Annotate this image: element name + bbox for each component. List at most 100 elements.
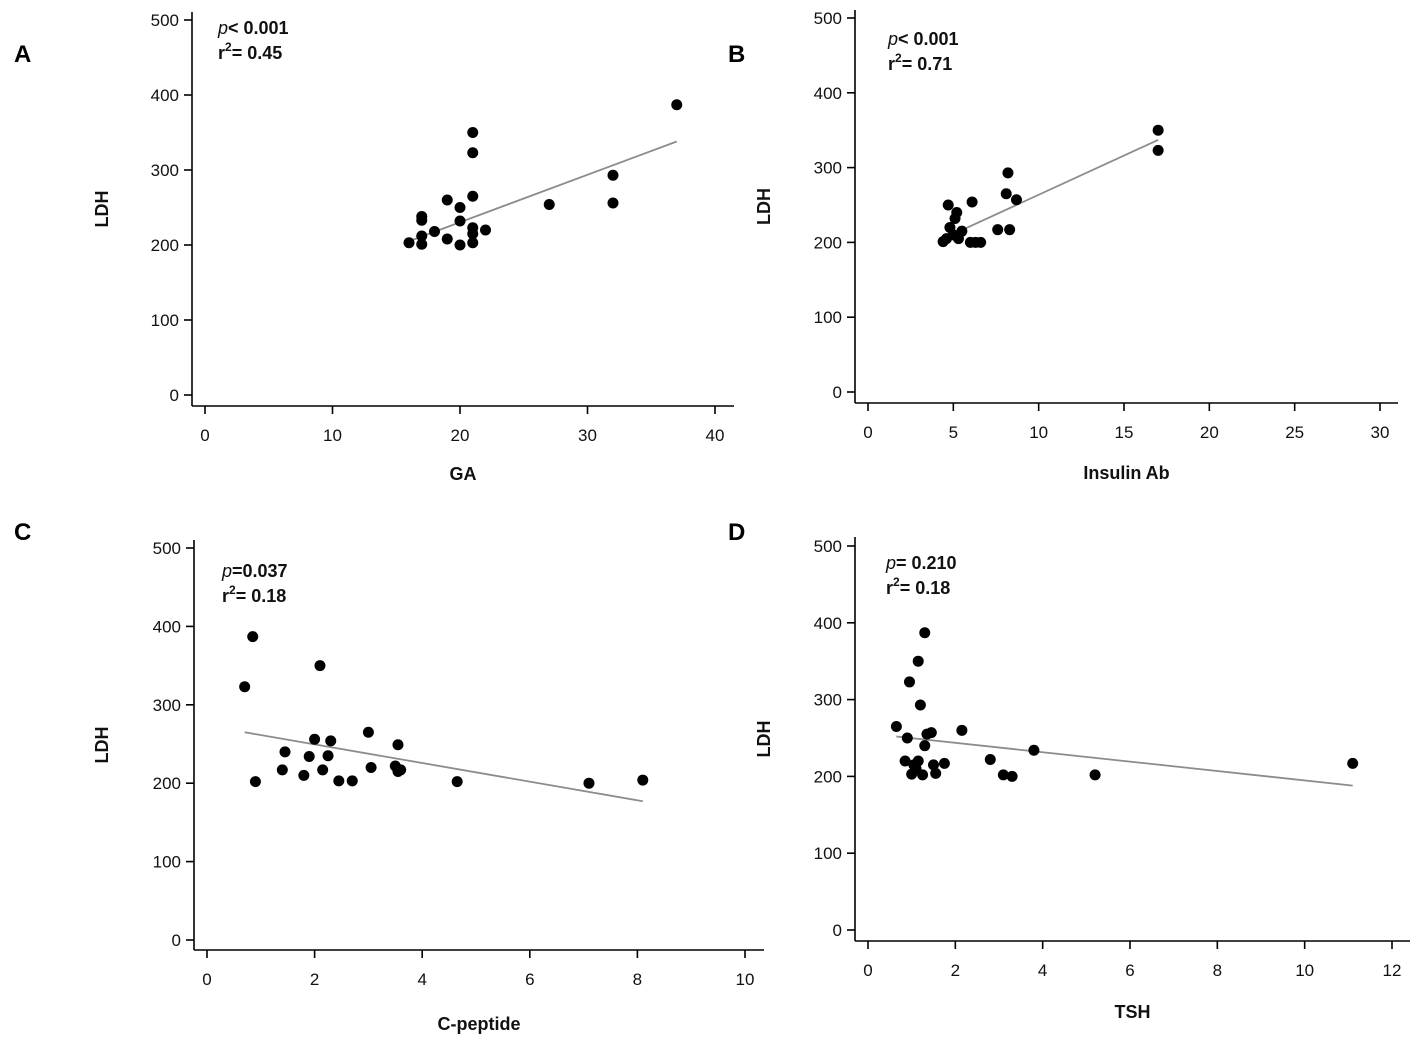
data-point [919, 627, 931, 639]
p-value-text: =0.037 [232, 561, 288, 581]
data-point [956, 225, 968, 237]
panel-letter: D [728, 519, 745, 546]
data-point [362, 726, 374, 738]
data-point [303, 751, 315, 763]
r-squared-text: = 0.18 [236, 586, 287, 606]
p-value-text: < 0.001 [898, 29, 959, 49]
data-point [480, 224, 491, 236]
data-point [1006, 770, 1018, 782]
data-point [1002, 167, 1014, 179]
data-point [925, 727, 937, 739]
x-tick-label: 8 [633, 970, 642, 989]
data-point [1089, 769, 1101, 781]
p-value-text: = 0.210 [896, 553, 957, 573]
r-superscript: 2 [893, 575, 900, 589]
x-axis-title: C-peptide [438, 1014, 521, 1034]
data-point [956, 724, 968, 736]
y-tick-label: 0 [833, 921, 842, 940]
y-tick-label: 200 [151, 236, 179, 255]
data-point [239, 681, 251, 693]
data-point [912, 655, 924, 667]
x-tick-label: 2 [310, 970, 319, 989]
x-tick-label: 10 [1295, 961, 1314, 980]
data-point [416, 238, 428, 250]
y-tick-label: 500 [814, 537, 842, 556]
data-point [919, 740, 931, 752]
data-point [467, 127, 479, 138]
regression-line [244, 731, 643, 803]
x-axis-title: TSH [1115, 1002, 1151, 1022]
data-point [997, 769, 1009, 781]
data-point [975, 236, 987, 248]
x-tick-label: 10 [323, 426, 342, 445]
p-value-annotation: p< 0.001 [887, 29, 959, 49]
p-symbol: p [885, 553, 896, 573]
x-tick-label: 2 [951, 961, 960, 980]
data-point [890, 720, 902, 732]
x-tick-label: 30 [578, 426, 597, 445]
data-point [938, 757, 950, 769]
y-axis-title: LDH [754, 721, 774, 758]
data-point [403, 237, 415, 249]
x-tick-label: 15 [1115, 423, 1134, 442]
data-point [467, 237, 479, 249]
data-point [984, 754, 996, 766]
data-point [333, 775, 345, 787]
y-axis-title: LDH [754, 188, 774, 225]
x-tick-label: 5 [949, 423, 958, 442]
y-tick-label: 500 [814, 9, 842, 28]
data-point [454, 215, 466, 227]
x-tick-label: 6 [1125, 961, 1134, 980]
data-point [322, 750, 334, 762]
data-point [249, 776, 261, 788]
r-squared-annotation: r2= 0.18 [222, 583, 286, 606]
data-point [899, 755, 911, 767]
data-point [543, 199, 555, 210]
data-point [441, 233, 453, 245]
data-point [346, 775, 358, 787]
data-point [607, 197, 619, 209]
data-point [583, 777, 595, 789]
y-tick-label: 400 [153, 617, 181, 636]
y-tick-label: 100 [153, 853, 181, 872]
r-symbol: r [886, 578, 893, 598]
data-point [1010, 194, 1022, 206]
data-point [309, 733, 321, 745]
p-symbol: p [217, 18, 228, 38]
y-tick-label: 300 [151, 161, 179, 180]
x-tick-label: 4 [1038, 961, 1047, 980]
data-point [279, 746, 291, 758]
r-superscript: 2 [225, 40, 232, 54]
data-point [914, 699, 926, 711]
y-tick-label: 400 [151, 86, 179, 105]
data-point [276, 764, 288, 776]
data-point [247, 631, 259, 643]
data-point [441, 194, 453, 206]
data-point [454, 202, 466, 213]
y-tick-label: 400 [814, 84, 842, 103]
x-axis-title: GA [450, 464, 477, 484]
p-value-annotation: p< 0.001 [217, 18, 289, 38]
panel-letter: B [728, 41, 745, 68]
x-tick-label: 10 [1029, 423, 1048, 442]
data-point [1000, 188, 1012, 200]
data-point [671, 99, 683, 111]
r-superscript: 2 [229, 583, 236, 597]
data-point [416, 230, 428, 242]
data-point [928, 759, 939, 771]
data-point [903, 676, 915, 688]
data-point [637, 774, 649, 786]
r-symbol: r [218, 43, 225, 63]
panel-d: D 0 100 200 300 400 500 0 2 4 6 8 10 12 TSH LDH p= 0.210… [728, 519, 1410, 1022]
data-point [451, 776, 463, 788]
data-point [392, 739, 404, 751]
y-tick-label: 300 [153, 696, 181, 715]
p-value-annotation: p= 0.210 [885, 553, 957, 573]
x-tick-label: 12 [1383, 961, 1402, 980]
x-tick-label: 0 [200, 426, 209, 445]
regression-line [942, 139, 1159, 240]
x-tick-label: 20 [1200, 423, 1219, 442]
data-point [314, 660, 326, 672]
